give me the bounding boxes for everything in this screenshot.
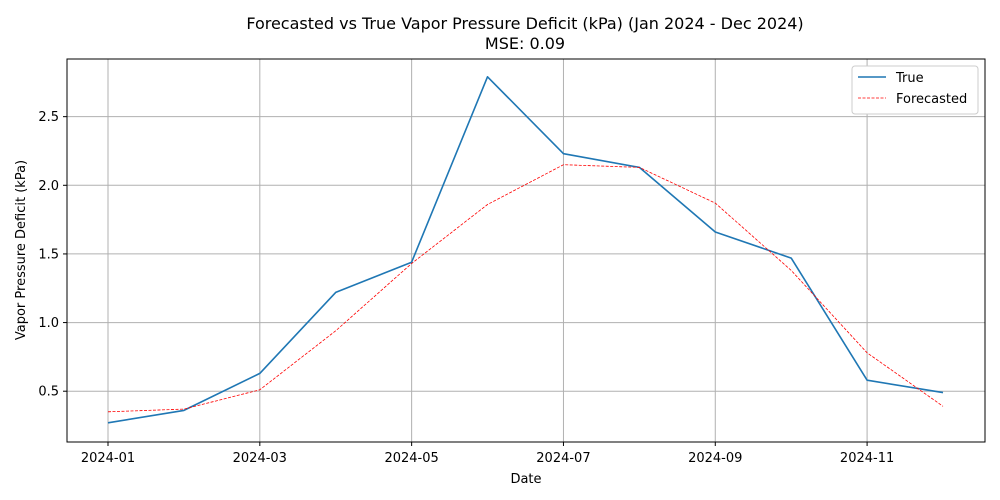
series-line-true: [107, 76, 944, 424]
x-tick-label: 2024-03: [233, 451, 287, 466]
chart-title: Forecasted vs True Vapor Pressure Defici…: [246, 14, 803, 33]
y-tick-label: 2.5: [38, 110, 59, 125]
series-lines: [107, 76, 944, 424]
y-tick-label: 0.5: [38, 385, 59, 400]
legend: True Forecasted: [851, 65, 979, 115]
x-tick-label: 2024-07: [536, 451, 590, 466]
y-tick-label: 1.0: [38, 316, 59, 331]
x-tick-label: 2024-11: [840, 451, 894, 466]
grid: [67, 59, 985, 442]
legend-label-true: True: [895, 71, 924, 86]
y-tick-label: 1.5: [38, 247, 59, 262]
legend-box: [851, 65, 979, 115]
x-tick-label: 2024-01: [81, 451, 135, 466]
series-line-forecasted: [107, 164, 944, 413]
y-tick-label: 2.0: [38, 179, 59, 194]
chart-subtitle: MSE: 0.09: [485, 34, 565, 53]
y-axis-label: Vapor Pressure Deficit (kPa): [14, 160, 29, 340]
x-tick-label: 2024-05: [384, 451, 438, 466]
x-tick-label: 2024-09: [688, 451, 742, 466]
axis-ticks: 2024-01 2024-03 2024-05 2024-07 2024-09 2024-…: [38, 110, 894, 466]
x-axis-label: Date: [510, 472, 541, 487]
legend-label-forecasted: Forecasted: [896, 92, 967, 107]
plot-frame: [66, 58, 986, 443]
